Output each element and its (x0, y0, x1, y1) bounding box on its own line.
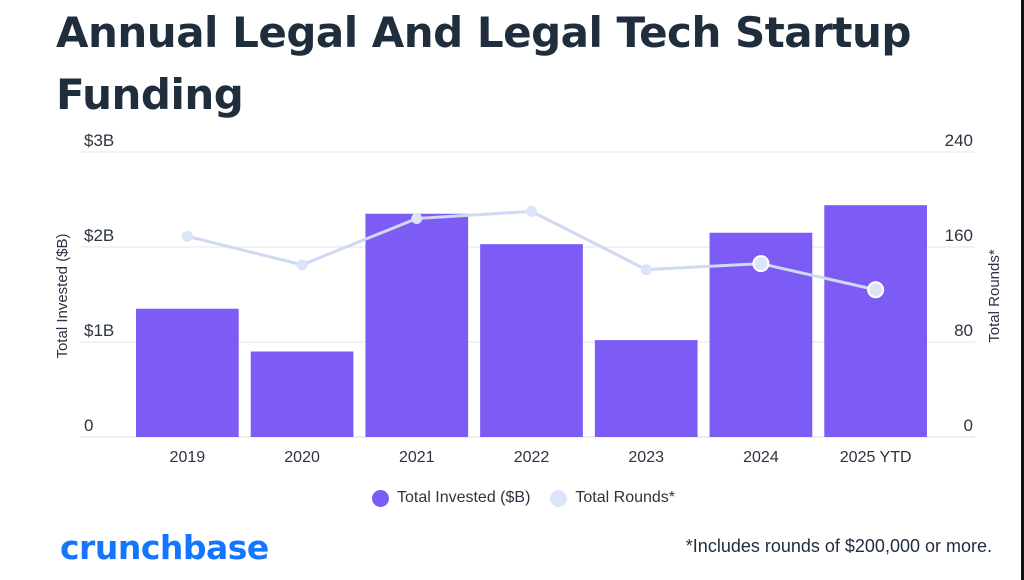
bar-2022[interactable] (480, 244, 583, 437)
bar-2023[interactable] (594, 340, 698, 437)
y-right-axis-title: Total Rounds* (986, 249, 1003, 343)
right-edge-border (1021, 0, 1024, 580)
bar-2025-ytd[interactable] (824, 205, 927, 437)
x-tick-label: 2023 (628, 449, 664, 466)
y-left-tick-label: $2B (84, 226, 114, 245)
rounds-point-2023[interactable] (640, 264, 652, 276)
x-tick-label: 2021 (399, 449, 435, 466)
rounds-point-2019[interactable] (181, 230, 193, 242)
rounds-point-2025-ytd[interactable] (867, 281, 885, 299)
bar-2021[interactable] (365, 213, 469, 437)
y-left-tick-label: $1B (84, 321, 114, 340)
rounds-point-2022[interactable] (526, 205, 537, 217)
rounds-point-2024[interactable] (752, 255, 770, 273)
x-tick-label: 2020 (284, 449, 320, 466)
legend-swatch-rounds (550, 489, 568, 507)
x-tick-label: 2022 (514, 449, 550, 466)
chart-title: Annual Legal And Legal Tech Startup Fund… (56, 8, 911, 119)
chart-legend: Total Invested ($B) Total Rounds* (372, 489, 695, 507)
x-tick-label: 2024 (743, 449, 779, 466)
y-right-tick-label: 240 (945, 131, 973, 150)
x-tick-label: 2019 (170, 449, 206, 466)
legend-label-invested: Total Invested ($B) (397, 489, 531, 506)
y-left-axis-title: Total Invested ($B) (54, 233, 71, 358)
legend-label-rounds: Total Rounds* (575, 489, 676, 506)
y-right-tick-label: 80 (954, 321, 973, 340)
rounds-point-2021[interactable] (411, 213, 423, 224)
legend-item-invested[interactable]: Total Invested ($B) (372, 489, 530, 507)
legend-swatch-invested (372, 489, 389, 507)
bar-2019[interactable] (136, 308, 239, 437)
y-left-tick-label: $3B (84, 131, 114, 150)
rounds-point-2020[interactable] (296, 259, 308, 271)
y-right-tick-label: 160 (945, 226, 973, 245)
x-tick-label: 2025 YTD (840, 449, 912, 466)
crunchbase-logo: crunchbase (60, 528, 269, 567)
y-right-tick-label: 0 (964, 416, 973, 435)
y-left-tick-label: 0 (84, 416, 93, 435)
combo-chart: 0 $1B $2B $3B 0 80 160 240 Total Invested ($B) To… (54, 131, 1003, 466)
legend-item-rounds[interactable]: Total Rounds* (550, 489, 675, 507)
footnote: *Includes rounds of $200,000 or more. (685, 536, 992, 556)
bar-2020[interactable] (250, 351, 354, 438)
